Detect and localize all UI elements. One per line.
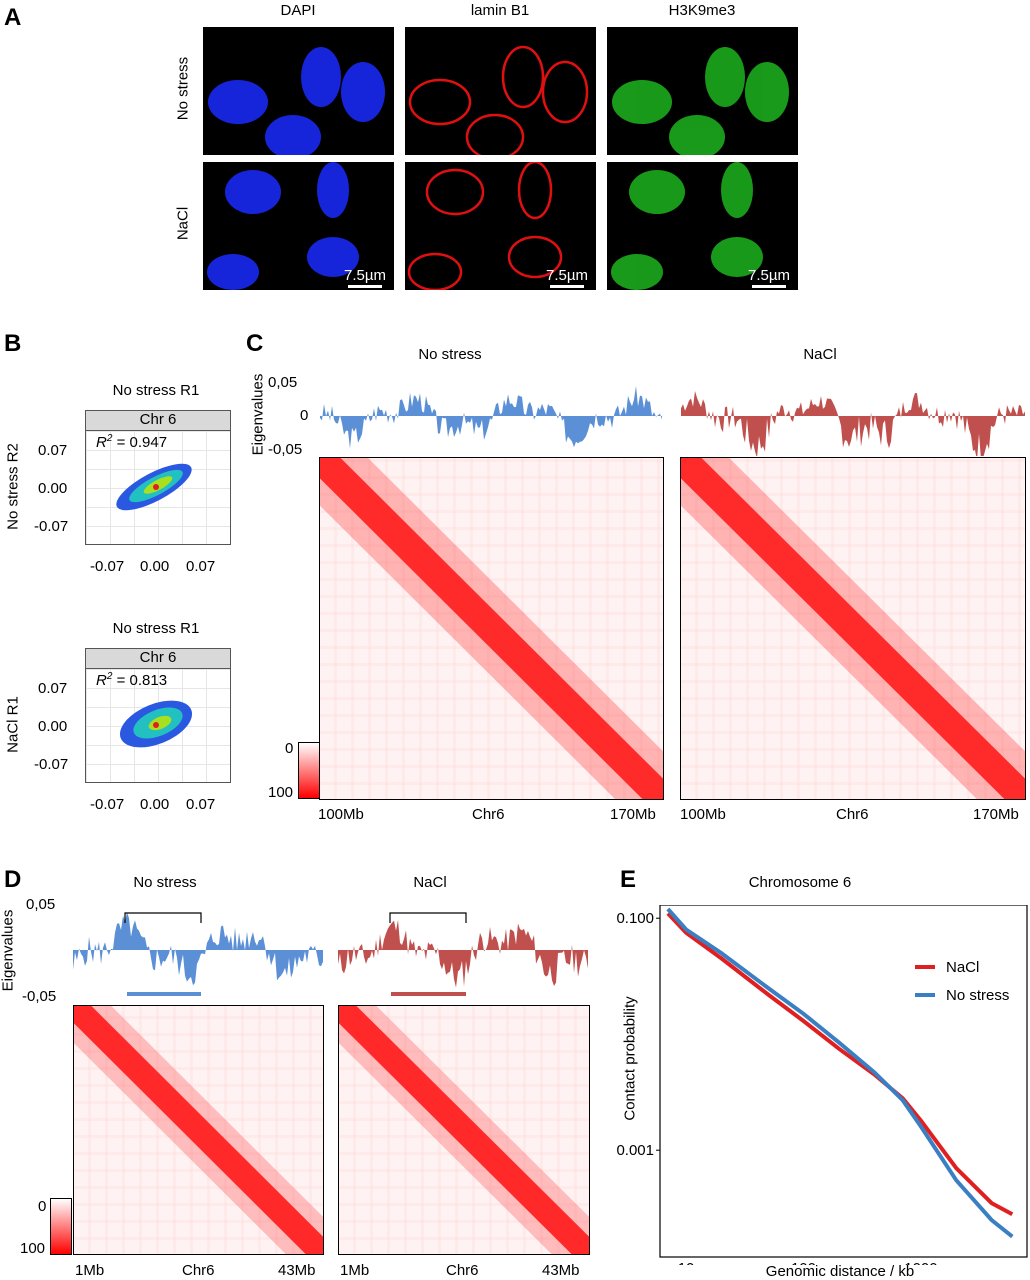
hic-map-d1 [73, 1005, 324, 1255]
panel-d-ytick: 0,05 [26, 896, 56, 913]
map-c1-xtick: 170Mb [610, 806, 656, 823]
x-tick-label: 10 [678, 1260, 695, 1265]
micrograph-dapi-no-stress [203, 27, 394, 155]
panel-c-ylabel: Eigenvalues [249, 373, 267, 456]
scatter1-ytick: 0.07 [38, 442, 68, 459]
scatter1-ylabel: No stress R2 [4, 443, 22, 530]
scatter1-ytick: 0.00 [38, 480, 68, 497]
map-d2-title: NaCl [413, 874, 447, 891]
color-scale-c [298, 742, 320, 799]
micrograph-h3k9me3-no-stress [607, 27, 798, 155]
scatter1-plot: R2 = 0.947 [85, 430, 231, 545]
scatter1-ytick: -0.07 [34, 518, 69, 535]
color-scale-c-min: 0 [285, 740, 294, 757]
map-c2-xtick: 100Mb [680, 806, 726, 823]
map-d2-xtick: Chr6 [446, 1262, 479, 1279]
hic-map-d2 [338, 1005, 590, 1255]
scatter1-title: No stress R1 [112, 382, 200, 399]
panel-c-ytick: 0,05 [268, 374, 298, 391]
map-c2-xtick: Chr6 [836, 806, 869, 823]
map-d1-title: No stress [133, 874, 197, 891]
scatter2-xtick: -0.07 [90, 796, 125, 813]
scale-bar-dapi: 7.5µm [340, 267, 390, 288]
micrograph-h3k9me3-nacl: 7.5µm [607, 162, 798, 290]
panel-e-label: E [620, 866, 637, 893]
map-c1-title: No stress [418, 346, 482, 363]
micrograph-dapi-nacl: 7.5µm [203, 162, 394, 290]
y-tick-label: 0.100 [616, 910, 654, 927]
color-scale-d [50, 1198, 72, 1255]
scatter2-ytick: -0.07 [34, 756, 69, 773]
scatter1-xtick: -0.07 [90, 558, 125, 575]
legend-label-1: No stress [946, 987, 1009, 1004]
scale-bar-h3k9me3: 7.5µm [744, 267, 794, 288]
micrograph-lamin-nacl: 7.5µm [405, 162, 596, 290]
color-scale-d-min: 0 [38, 1198, 47, 1215]
col-header-dapi: DAPI [280, 2, 316, 19]
scatter2-ytick: 0.07 [38, 680, 68, 697]
map-d1-xtick: 43Mb [278, 1262, 316, 1279]
col-header-lamin: lamin B1 [470, 2, 530, 19]
map-c2-title: NaCl [803, 346, 837, 363]
row-label-nacl: NaCl [174, 206, 192, 241]
hic-map-c2 [680, 457, 1026, 800]
scatter1-xtick: 0.00 [140, 558, 170, 575]
eigen-track-d2 [338, 912, 588, 996]
eigen-track-c1 [320, 385, 662, 449]
scatter2-title: No stress R1 [112, 620, 200, 637]
map-d2-xtick: 1Mb [340, 1262, 370, 1279]
scatter2-plot: R2 = 0.813 [85, 668, 231, 783]
map-d1-xtick: Chr6 [182, 1262, 215, 1279]
scatter2-xtick: 0.00 [140, 796, 170, 813]
scatter1-xtick: 0.07 [186, 558, 216, 575]
color-scale-c-max: 100 [268, 784, 294, 801]
scale-bar-lamin: 7.5µm [542, 267, 592, 288]
y-tick-label: 0.001 [616, 1142, 654, 1159]
micrograph-lamin-no-stress [405, 27, 596, 155]
panel-c-ytick: -0,05 [268, 441, 303, 458]
chart-frame [659, 905, 1028, 1258]
scatter2-ytick: 0.00 [38, 718, 68, 735]
map-d2-xtick: 43Mb [542, 1262, 580, 1279]
panel-d-ylabel: Eigenvalues [0, 909, 17, 992]
chart-title: Chromosome 6 [748, 874, 852, 891]
series-line-0 [666, 912, 1014, 1217]
color-scale-d-max: 100 [20, 1240, 46, 1257]
map-c1-xtick: Chr6 [472, 806, 505, 823]
panel-c-ytick: 0 [300, 407, 309, 424]
scatter2-ylabel: NaCl R1 [4, 696, 22, 753]
scatter2-r2: R2 = 0.813 [96, 671, 168, 689]
panel-a-label: A [4, 4, 22, 31]
series-line-1 [666, 907, 1014, 1239]
map-c1-xtick: 100Mb [318, 806, 364, 823]
panel-d-label: D [4, 866, 22, 893]
legend-label-0: NaCl [946, 959, 979, 976]
map-d1-xtick: 1Mb [75, 1262, 105, 1279]
hic-map-c1 [319, 457, 664, 800]
scatter2-facet: Chr 6 [85, 648, 231, 669]
eigen-track-c2 [681, 391, 1025, 456]
scatter1-facet: Chr 6 [85, 410, 231, 431]
eigen-track-d1 [73, 912, 323, 996]
x-tick-label: 100 [791, 1260, 816, 1265]
scatter1-r2: R2 = 0.947 [96, 433, 168, 451]
row-label-no-stress: No stress [174, 56, 192, 121]
scatter2-xtick: 0.07 [186, 796, 216, 813]
col-header-h3k9me3: H3K9me3 [668, 2, 736, 19]
panel-d-ytick: -0,05 [22, 988, 57, 1005]
map-c2-xtick: 170Mb [973, 806, 1019, 823]
panel-b-label: B [4, 330, 22, 357]
panel-c-label: C [246, 330, 264, 357]
chart-xlabel: Genomic distance / kb [765, 1263, 915, 1280]
